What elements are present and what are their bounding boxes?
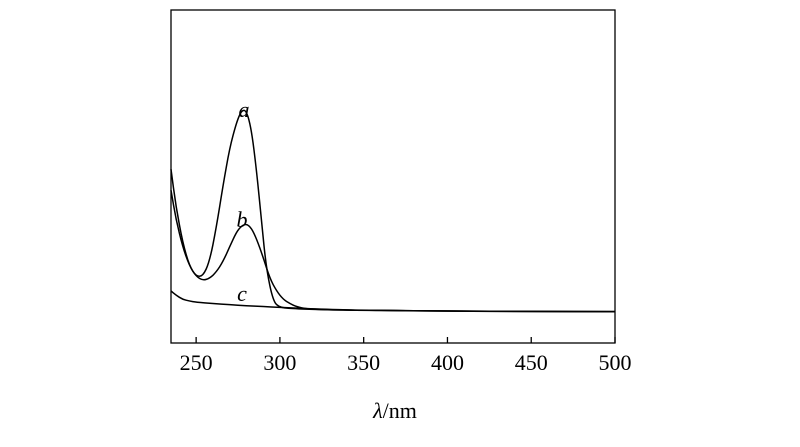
- x-tick-label-400: 400: [431, 350, 464, 375]
- x-axis-tick-labels: 250 300 350 400 450 500: [180, 350, 632, 375]
- x-axis-label-unit: /nm: [383, 398, 417, 423]
- series-label-c: c: [237, 281, 247, 306]
- series-label-b: b: [237, 207, 248, 232]
- x-tick-label-450: 450: [515, 350, 548, 375]
- x-tick-label-300: 300: [263, 350, 296, 375]
- plot-frame: [170, 9, 616, 344]
- x-tick-label-250: 250: [180, 350, 213, 375]
- x-axis-ticks: [195, 337, 616, 343]
- x-axis-label: λ/nm: [372, 398, 417, 423]
- x-tick-label-500: 500: [599, 350, 632, 375]
- data-curves: [170, 109, 616, 313]
- series-c-line: [170, 290, 615, 313]
- x-axis-label-symbol: λ: [372, 398, 383, 423]
- x-tick-label-350: 350: [347, 350, 380, 375]
- series-labels: a b c: [237, 97, 250, 306]
- series-label-a: a: [239, 97, 250, 122]
